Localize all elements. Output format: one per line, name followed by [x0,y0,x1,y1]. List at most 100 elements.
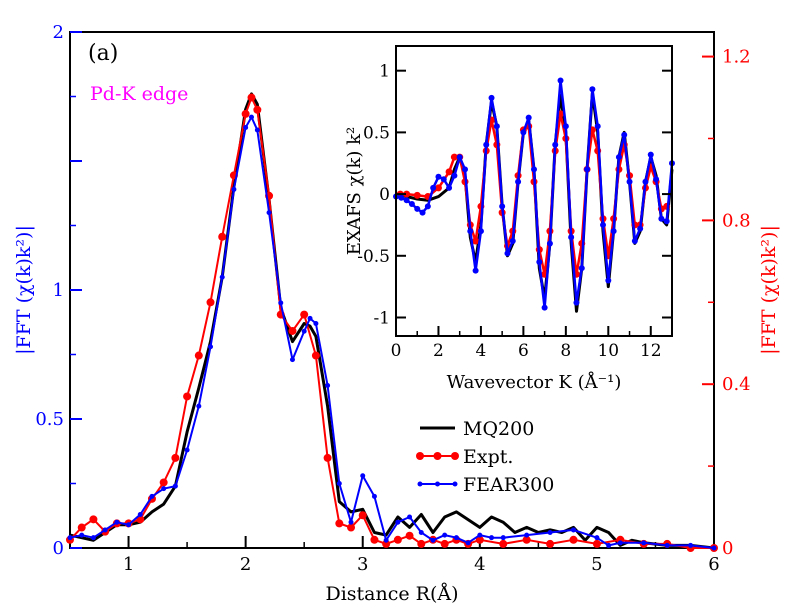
data-point-fear300 [325,382,331,388]
inset-data-point-fear300 [653,176,660,183]
data-point-fear300 [243,124,249,130]
inset-x-axis-label: Wavevector K (Å⁻¹) [447,371,622,393]
data-point-fear300 [196,403,202,409]
data-point-fear300 [172,483,178,489]
inset-data-point-expt [413,191,421,199]
inset-data-point-fear300 [435,173,442,180]
data-point-expt [194,351,203,360]
data-point-expt [393,535,402,544]
inset-y-tick-label: 0 [379,185,390,205]
inset-y-axis-label: EXAFS χ(k) k² [344,127,365,256]
inset-data-point-fear300 [525,114,532,121]
data-point-fear300 [606,542,612,548]
data-point-fear300 [219,274,225,280]
legend-marker [416,452,424,460]
inset-x-tick-label: 12 [640,341,662,361]
legend-marker [452,481,458,487]
legend: MQ200 Expt. FEAR300 [416,418,554,496]
data-point-fear300 [453,535,459,541]
data-point-expt [358,511,367,520]
data-point-fear300 [348,519,354,525]
inset-data-point-expt [445,168,453,176]
inset-data-point-fear300 [658,215,665,222]
inset-data-point-fear300 [398,194,405,201]
inset-data-point-fear300 [462,166,468,173]
inset-data-point-fear300 [615,154,622,161]
data-point-fear300 [114,519,120,525]
data-point-fear300 [430,537,436,543]
data-point-fear300 [137,511,143,517]
data-point-fear300 [289,357,295,363]
inset-data-point-fear300 [637,225,644,232]
inset-data-point-fear300 [467,228,474,235]
data-point-fear300 [407,514,413,520]
data-point-expt [347,523,356,532]
data-point-fear300 [711,545,717,551]
data-point-fear300 [79,532,85,538]
data-point-expt [335,519,344,528]
y-right-tick-label: 0 [722,538,733,559]
data-point-expt [183,392,192,401]
data-point-fear300 [477,532,483,538]
inset-data-point-expt [450,153,458,161]
data-point-fear300 [90,535,96,541]
inset-data-point-fear300 [584,166,591,173]
inset-data-point-fear300 [578,265,585,272]
inset-data-point-fear300 [568,234,575,241]
inset-data-point-fear300 [621,131,628,138]
inset-x-tick-label: 4 [476,341,487,361]
data-point-expt [218,232,227,241]
data-point-expt [159,478,168,487]
y-left-tick-label: 2 [53,22,64,43]
inset-data-point-fear300 [493,123,500,130]
inset-data-point-fear300 [610,228,617,235]
main-series-group [66,92,718,552]
data-point-expt [311,351,320,360]
data-point-fear300 [641,540,647,546]
legend-marker [451,452,459,460]
inset-data-point-fear300 [520,129,527,136]
x-tick-label: 3 [357,554,368,575]
data-point-expt [323,453,332,462]
legend-label: Expt. [463,446,513,468]
data-point-fear300 [664,542,670,548]
x-tick-label: 1 [123,554,134,575]
legend-marker [433,452,442,460]
inset-data-point-fear300 [663,218,670,225]
inset-data-point-fear300 [515,178,522,185]
inset-data-point-fear300 [456,154,463,161]
data-point-expt [288,326,297,335]
data-point-expt [475,535,484,544]
y-axis-right-label: |FFT (χ(k)k²)| [758,225,780,355]
inset-x-tick-label: 8 [560,341,571,361]
data-point-expt [241,109,250,118]
data-point-expt [440,539,449,548]
inset-data-point-expt [434,184,442,192]
inset-data-point-fear300 [403,197,410,204]
inset-data-point-fear300 [424,203,431,210]
data-point-fear300 [67,535,73,541]
legend-marker [435,481,440,487]
inset-data-point-fear300 [605,277,612,284]
data-point-fear300 [102,527,108,533]
inset-x-tick-label: 2 [433,341,444,361]
data-point-fear300 [442,532,448,538]
y-right-tick-label: 0.8 [722,210,751,231]
inset-x-tick-label: 10 [597,341,619,361]
data-point-expt [417,539,426,548]
data-point-fear300 [208,344,214,350]
inset-data-point-fear300 [477,228,484,235]
inset-x-tick-label: 6 [518,341,529,361]
inset-data-point-expt [403,190,411,198]
data-point-fear300 [524,532,530,538]
inset-x-tick-label: 0 [391,341,402,361]
inset-ticks: 0 2 4 6 8 10 12 -1 -0.5 0 0.5 1 [357,62,672,361]
inset-data-point-fear300 [594,123,601,130]
data-point-expt [206,298,215,307]
data-point-fear300 [254,127,260,133]
data-point-fear300 [336,481,342,486]
data-point-fear300 [313,321,319,327]
data-point-fear300 [500,535,506,541]
